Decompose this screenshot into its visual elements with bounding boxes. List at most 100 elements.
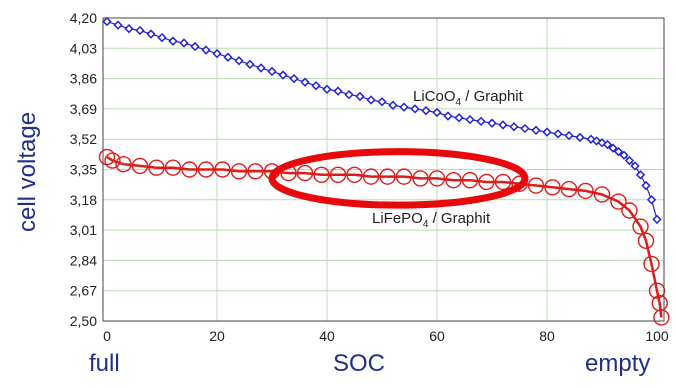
series-label-licoo4-base: LiCoO [413,88,456,105]
data-point-licoo4 [487,118,497,128]
data-point-licoo4 [624,155,635,166]
data-point-lifepo4 [478,173,495,191]
y-tick-label: 3,01 [70,222,97,238]
data-point-licoo4 [613,147,624,157]
y-tick-label: 3,35 [70,162,97,178]
data-point-lifepo4 [621,202,638,219]
data-point-lifepo4 [428,170,446,187]
data-point-licoo4 [157,32,167,43]
data-point-licoo4 [619,150,629,160]
x-axis-right-label: empty [585,350,651,377]
data-point-lifepo4 [577,182,594,200]
data-point-licoo4 [344,89,354,100]
data-point-licoo4 [542,127,552,137]
data-point-licoo4 [102,16,112,27]
y-tick-label: 2,84 [70,252,97,268]
data-point-licoo4 [635,170,646,180]
data-point-licoo4 [212,48,222,59]
data-point-lifepo4 [445,171,462,189]
data-point-licoo4 [124,24,134,34]
data-point-licoo4 [421,106,431,116]
x-axis-ticks: 0 20 40 60 80 100 [103,328,669,344]
data-point-lifepo4 [511,175,528,192]
series-label-lifepo4-suffix: / Graphit [428,210,491,227]
x-tick-label: 80 [539,328,555,344]
data-point-licoo4 [476,116,486,127]
data-point-licoo4 [520,123,530,134]
series-label-licoo4: LiCoO4 / Graphit [413,88,524,108]
y-tick-label: 3,52 [70,131,97,147]
data-point-licoo4 [652,214,662,225]
data-point-licoo4 [553,129,563,139]
data-point-lifepo4 [247,163,264,180]
data-point-lifepo4 [181,161,198,178]
data-point-lifepo4 [494,173,512,191]
x-tick-label: 20 [209,328,225,344]
series-label-lifepo4-base: LiFePO [372,210,423,227]
y-tick-label: 3,86 [70,71,97,87]
data-point-licoo4 [531,125,541,135]
data-point-lifepo4 [104,152,121,169]
y-tick-label: 4,20 [70,10,97,26]
data-point-licoo4 [465,114,475,125]
data-point-licoo4 [278,70,288,80]
x-tick-label: 40 [319,328,335,344]
x-tick-label: 0 [103,328,111,344]
data-point-lifepo4 [637,232,655,249]
data-point-licoo4 [443,111,453,121]
data-point-lifepo4 [148,159,165,176]
data-point-lifepo4 [313,166,330,184]
data-point-lifepo4 [329,166,347,184]
data-point-lifepo4 [527,177,545,194]
series-line-lifepo4 [106,155,663,318]
x-axis-left-label: full [89,350,120,377]
x-axis-label: SOC [333,350,386,377]
data-point-licoo4 [498,120,508,130]
data-point-lifepo4 [296,164,314,182]
data-point-lifepo4 [593,186,611,203]
highlight-ellipse [268,148,529,209]
data-point-licoo4 [179,38,189,48]
data-point-lifepo4 [230,163,248,180]
data-point-licoo4 [322,84,332,94]
data-point-licoo4 [234,56,244,66]
data-point-licoo4 [564,130,574,141]
data-point-licoo4 [377,97,387,107]
series-label-licoo4-suffix: / Graphit [461,88,524,105]
data-point-licoo4 [190,41,200,52]
data-point-licoo4 [630,161,640,171]
data-point-lifepo4 [560,180,578,198]
data-point-licoo4 [223,52,233,62]
y-axis-ticks: 2,50 2,67 2,84 3,01 3,18 3,35 3,52 3,69 3,86 4,03… [70,10,97,329]
data-point-licoo4 [333,86,343,96]
plot-frame [102,17,665,322]
data-point-licoo4 [113,20,123,30]
series-label-lifepo4-subscript: 4 [423,219,429,230]
data-point-lifepo4 [214,161,231,178]
series-licoo4-graphit [102,16,662,225]
y-tick-label: 2,67 [70,283,97,299]
x-tick-label: 100 [645,328,669,344]
data-point-licoo4 [355,91,365,102]
annotation-ellipse [268,148,529,209]
data-point-licoo4 [201,45,211,55]
data-point-lifepo4 [395,168,413,185]
data-point-lifepo4 [346,166,363,184]
data-point-licoo4 [267,66,277,77]
data-point-lifepo4 [610,193,627,210]
series-label-lifepo4: LiFePO4 / Graphit [372,210,491,230]
data-point-licoo4 [646,195,657,205]
data-point-lifepo4 [412,170,429,187]
data-point-licoo4 [300,77,310,87]
data-point-lifepo4 [544,179,561,196]
data-point-licoo4 [366,95,376,105]
data-point-lifepo4 [115,155,132,173]
data-point-licoo4 [311,81,321,91]
data-point-licoo4 [399,102,409,112]
data-point-lifepo4 [362,168,380,185]
data-point-licoo4 [146,29,156,39]
series-lifepo4-graphit [98,148,670,326]
data-point-lifepo4 [653,309,670,326]
data-point-lifepo4 [461,171,479,189]
